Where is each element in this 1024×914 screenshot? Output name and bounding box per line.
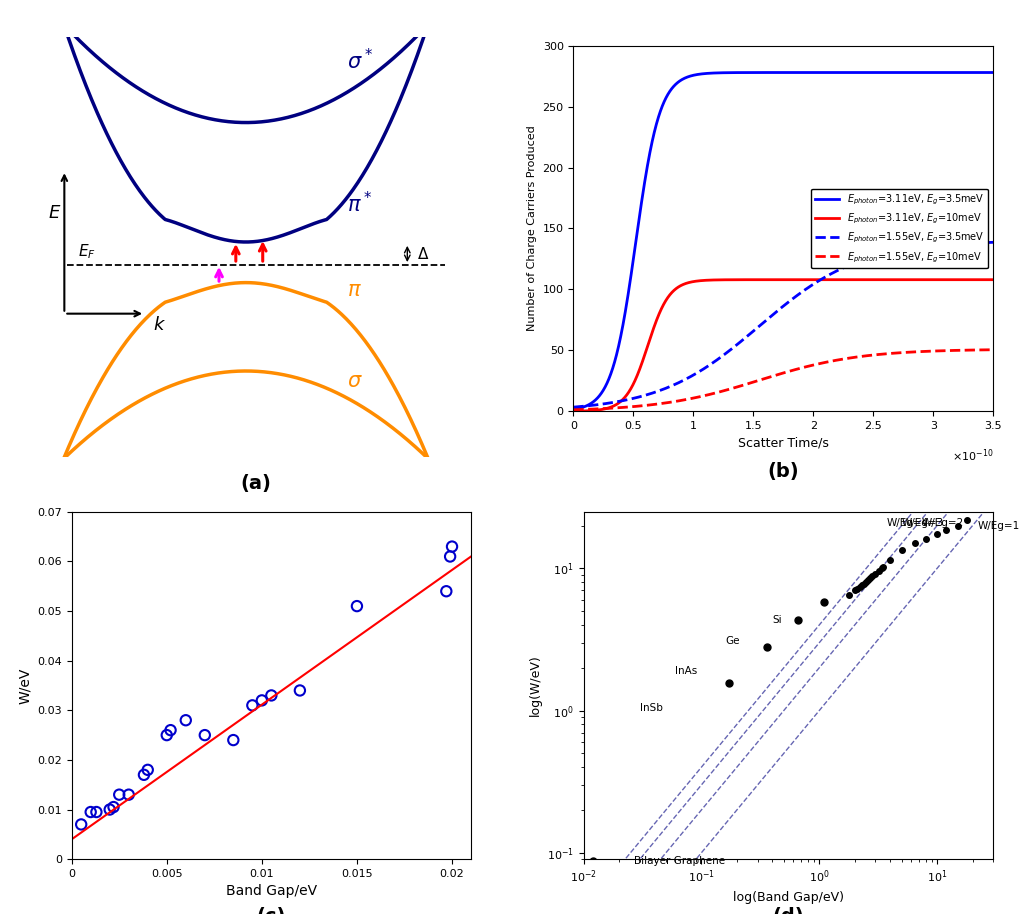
Point bbox=[438, 584, 455, 599]
Y-axis label: W/eV: W/eV bbox=[17, 667, 32, 704]
X-axis label: Scatter Time/s: Scatter Time/s bbox=[738, 437, 828, 450]
Text: $\pi$: $\pi$ bbox=[347, 280, 361, 300]
Point bbox=[136, 768, 153, 782]
Y-axis label: log(W/eV): log(W/eV) bbox=[528, 654, 542, 717]
Text: $\times 10^{-10}$: $\times 10^{-10}$ bbox=[952, 448, 993, 464]
Text: $\pi^*$: $\pi^*$ bbox=[347, 191, 372, 217]
Text: E: E bbox=[48, 204, 60, 222]
Point bbox=[88, 804, 104, 819]
Text: (a): (a) bbox=[241, 473, 271, 493]
Text: Ge: Ge bbox=[726, 636, 740, 645]
Point bbox=[121, 787, 137, 802]
Point bbox=[254, 693, 270, 707]
Point bbox=[177, 713, 194, 728]
Point bbox=[225, 733, 242, 748]
Text: $\sigma^*$: $\sigma^*$ bbox=[347, 48, 373, 73]
Text: (c): (c) bbox=[257, 907, 286, 914]
Point bbox=[105, 800, 122, 814]
Text: W/Eg=4: W/Eg=4 bbox=[887, 518, 929, 528]
Point bbox=[349, 599, 366, 613]
Text: $\Delta$: $\Delta$ bbox=[418, 246, 430, 262]
Point bbox=[163, 723, 179, 738]
Point bbox=[244, 698, 260, 713]
Point bbox=[263, 688, 280, 703]
Text: $\sigma$: $\sigma$ bbox=[347, 370, 362, 390]
Point bbox=[442, 549, 459, 564]
Point bbox=[159, 728, 175, 742]
Point bbox=[292, 683, 308, 697]
Point bbox=[443, 539, 460, 554]
Point bbox=[111, 787, 127, 802]
Text: $E_F$: $E_F$ bbox=[78, 242, 95, 261]
Text: (d): (d) bbox=[773, 907, 804, 914]
Point bbox=[139, 762, 156, 777]
Point bbox=[83, 804, 99, 819]
Point bbox=[73, 817, 89, 832]
X-axis label: log(Band Gap/eV): log(Band Gap/eV) bbox=[733, 891, 844, 904]
Y-axis label: Number of Charge Carriers Produced: Number of Charge Carriers Produced bbox=[527, 125, 537, 332]
Text: W/Eg=3: W/Eg=3 bbox=[901, 518, 943, 528]
Text: (b): (b) bbox=[768, 462, 799, 481]
Text: InAs: InAs bbox=[676, 666, 697, 676]
Text: W/Eg=1: W/Eg=1 bbox=[978, 521, 1020, 531]
Text: W/Eg=2: W/Eg=2 bbox=[922, 518, 965, 528]
Text: k: k bbox=[154, 316, 164, 335]
Legend: $E_{photon}$=3.11eV, $E_g$=3.5meV, $E_{photon}$=3.11eV, $E_g$=10meV, $E_{photon}: $E_{photon}$=3.11eV, $E_g$=3.5meV, $E_{p… bbox=[811, 188, 988, 269]
Text: Si: Si bbox=[772, 615, 782, 625]
Point bbox=[197, 728, 213, 742]
Text: Bilayer Graphene: Bilayer Graphene bbox=[635, 856, 726, 866]
Point bbox=[101, 802, 118, 817]
Text: InSb: InSb bbox=[640, 703, 663, 713]
X-axis label: Band Gap/eV: Band Gap/eV bbox=[226, 885, 316, 898]
